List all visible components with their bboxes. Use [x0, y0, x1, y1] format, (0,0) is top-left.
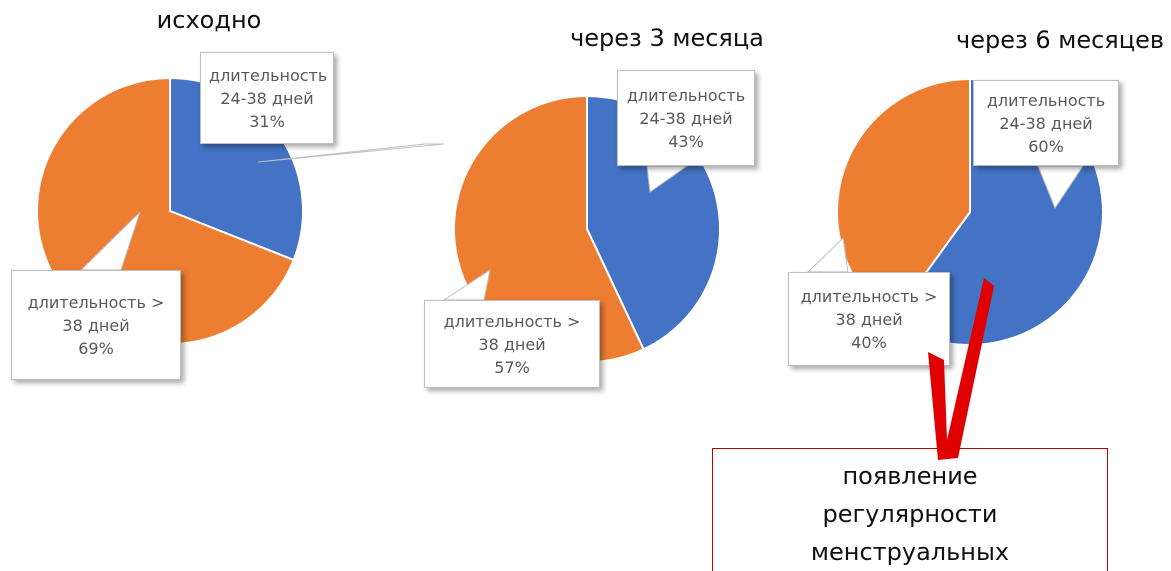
- chart-title: исходно: [157, 6, 262, 34]
- label-category: длительность > 38 дней: [433, 310, 591, 356]
- label-category: длительность > 38 дней: [20, 291, 172, 337]
- label-category: длительность 24-38 дней: [982, 89, 1110, 135]
- label-value: 40%: [797, 331, 941, 354]
- label-value: 31%: [209, 110, 325, 133]
- annotation-box: появление регулярности менструальных кро…: [712, 448, 1108, 571]
- label-value: 60%: [982, 135, 1110, 158]
- chart-title: через 6 месяцев: [956, 26, 1164, 54]
- callout-pointer: [808, 238, 848, 272]
- chart-title: через 3 месяца: [570, 24, 764, 52]
- label-category: длительность 24-38 дней: [626, 84, 746, 130]
- label-category: длительность > 38 дней: [797, 285, 941, 331]
- label-value: 69%: [20, 337, 172, 360]
- label-value: 57%: [433, 356, 591, 379]
- label-value: 43%: [626, 130, 746, 153]
- label-category: длительность 24-38 дней: [209, 64, 325, 110]
- slide: исходнодлительность 24-38 дней31%длитель…: [0, 0, 1171, 571]
